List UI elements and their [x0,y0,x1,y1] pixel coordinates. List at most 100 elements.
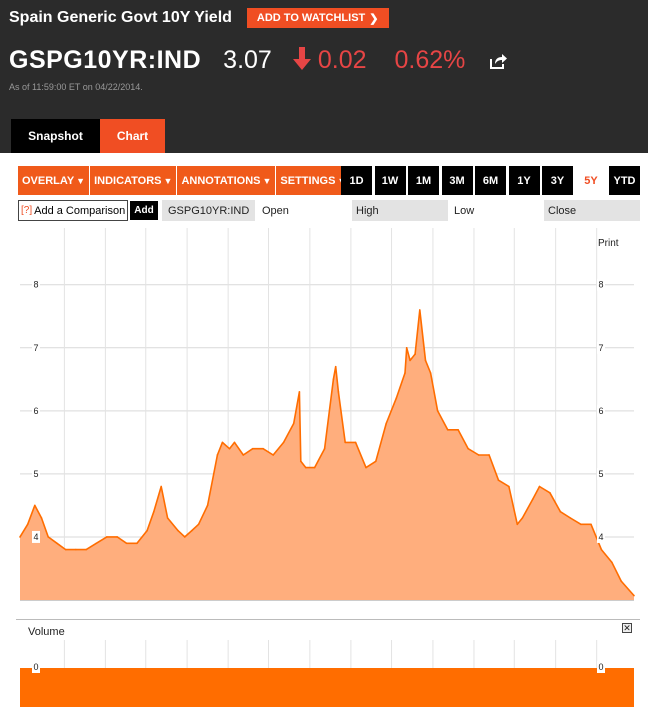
y-tick-label: 5 [33,469,38,479]
y-tick-bg [597,341,605,354]
yield-point [136,542,138,545]
y-tick-bg [32,278,40,291]
volume-y-tick-right-bg [597,661,605,673]
quote-header: Spain Generic Govt 10Y Yield ADD TO WATC… [0,0,648,153]
y-tick-label: 8 [33,280,38,290]
yield-point [429,372,432,374]
as-of-timestamp: As of 11:59:00 ET on 04/22/2014. [9,82,143,92]
annotations-menu-label: ANNOTATIONS [181,174,261,187]
yield-point [508,485,510,488]
yield-point [385,422,387,425]
yield-point [395,397,398,400]
yield-point [298,391,301,393]
yield-point [334,365,337,368]
add-comparison-input[interactable]: [?] Add a Comparison [18,200,128,221]
yield-point [488,454,490,456]
yield-point [590,523,592,526]
yield-point [446,428,449,431]
help-icon[interactable]: [?] [21,205,33,216]
ohlc-low-label: Low [450,200,542,221]
yield-point [467,447,470,450]
overlay-menu-button[interactable]: OVERLAY ▼ [18,166,91,195]
share-icon[interactable] [489,53,508,69]
yield-point [33,504,36,507]
yield-point [569,517,572,519]
yield-point [116,536,118,538]
yield-point [146,529,148,532]
ohlc-high-label: High [352,200,448,221]
print-link[interactable]: Print [598,238,619,249]
range-ytd-button[interactable]: YTD [609,166,640,195]
indicators-menu-button[interactable]: INDICATORS ▼ [90,166,178,195]
yield-point [40,517,43,519]
yield-point [125,542,128,545]
yield-point [559,510,562,513]
y-tick-bg [32,404,40,417]
title-row: Spain Generic Govt 10Y Yield ADD TO WATC… [9,8,389,28]
caret-down-icon: ▼ [76,175,86,186]
yield-point [457,428,459,431]
yield-point [611,561,613,563]
add-comparison-button[interactable]: Add [130,201,158,220]
range-3m-button[interactable]: 3M [441,166,473,195]
range-1y-button[interactable]: 1Y [508,166,540,195]
caret-down-icon: ▼ [163,175,173,186]
yield-point [183,536,186,538]
view-tabs: Snapshot Chart [11,119,165,153]
y-tick-label: 6 [598,406,603,416]
volume-bars [20,668,634,707]
caret-down-icon: ▼ [262,175,272,186]
range-1m-button[interactable]: 1M [408,166,439,195]
quote-row: GSPG10YR:IND 3.07 0.02 0.62% [9,44,508,75]
yield-point [419,309,421,311]
tab-snapshot[interactable]: Snapshot [11,119,100,153]
y-tick-bg [597,530,605,543]
yield-point [56,542,58,545]
yield-point [409,359,411,362]
yield-point [531,498,534,500]
volume-label: Volume [28,626,65,638]
yield-point [580,523,582,526]
volume-y-tick-right: 0 [598,662,603,672]
yield-point [404,372,406,374]
yield-point [477,454,480,456]
yield-point [206,504,209,507]
y-tick-label: 5 [598,469,603,479]
annotations-menu-button[interactable]: ANNOTATIONS ▼ [177,166,277,195]
tab-chart[interactable]: Chart [100,119,165,153]
yield-point [365,466,367,469]
yield-point [374,460,377,463]
yield-point [75,548,77,551]
range-6m-button[interactable]: 6M [475,166,506,195]
indicators-menu-label: INDICATORS [94,174,162,187]
range-1d-button[interactable]: 1D [341,166,372,195]
yield-point [95,542,98,545]
legend-symbol: GSPG10YR:IND [162,200,255,221]
range-1w-button[interactable]: 1W [374,166,406,195]
y-tick-label: 4 [598,532,603,542]
yield-point [177,529,179,532]
yield-point [299,460,302,463]
chart-toolbar: OVERLAY ▼ INDICATORS ▼ ANNOTATIONS ▼ SETTIN… [18,166,352,195]
close-volume-icon[interactable]: ✕ [622,623,632,633]
yield-point [424,359,427,362]
y-axis: 4 4 5 5 6 6 7 7 8 8 [32,278,605,543]
ohlc-close-label: Close [544,200,640,221]
volume-y-tick-left-bg [32,661,40,673]
range-5y-button[interactable]: 5Y [575,166,607,195]
yield-point [516,523,519,526]
price-change: 0.02 [317,46,367,74]
yield-point [242,454,245,456]
yield-point [600,548,603,551]
add-to-watchlist-button[interactable]: ADD TO WATCHLIST ❯ [246,8,389,28]
yield-point [251,447,254,450]
y-tick-label: 6 [33,406,38,416]
yield-point [64,548,67,551]
range-3y-button[interactable]: 3Y [542,166,573,195]
chevron-right-icon: ❯ [369,12,379,25]
down-arrow-icon [292,47,311,70]
y-tick-label: 8 [598,280,603,290]
y-tick-label: 7 [598,343,603,353]
